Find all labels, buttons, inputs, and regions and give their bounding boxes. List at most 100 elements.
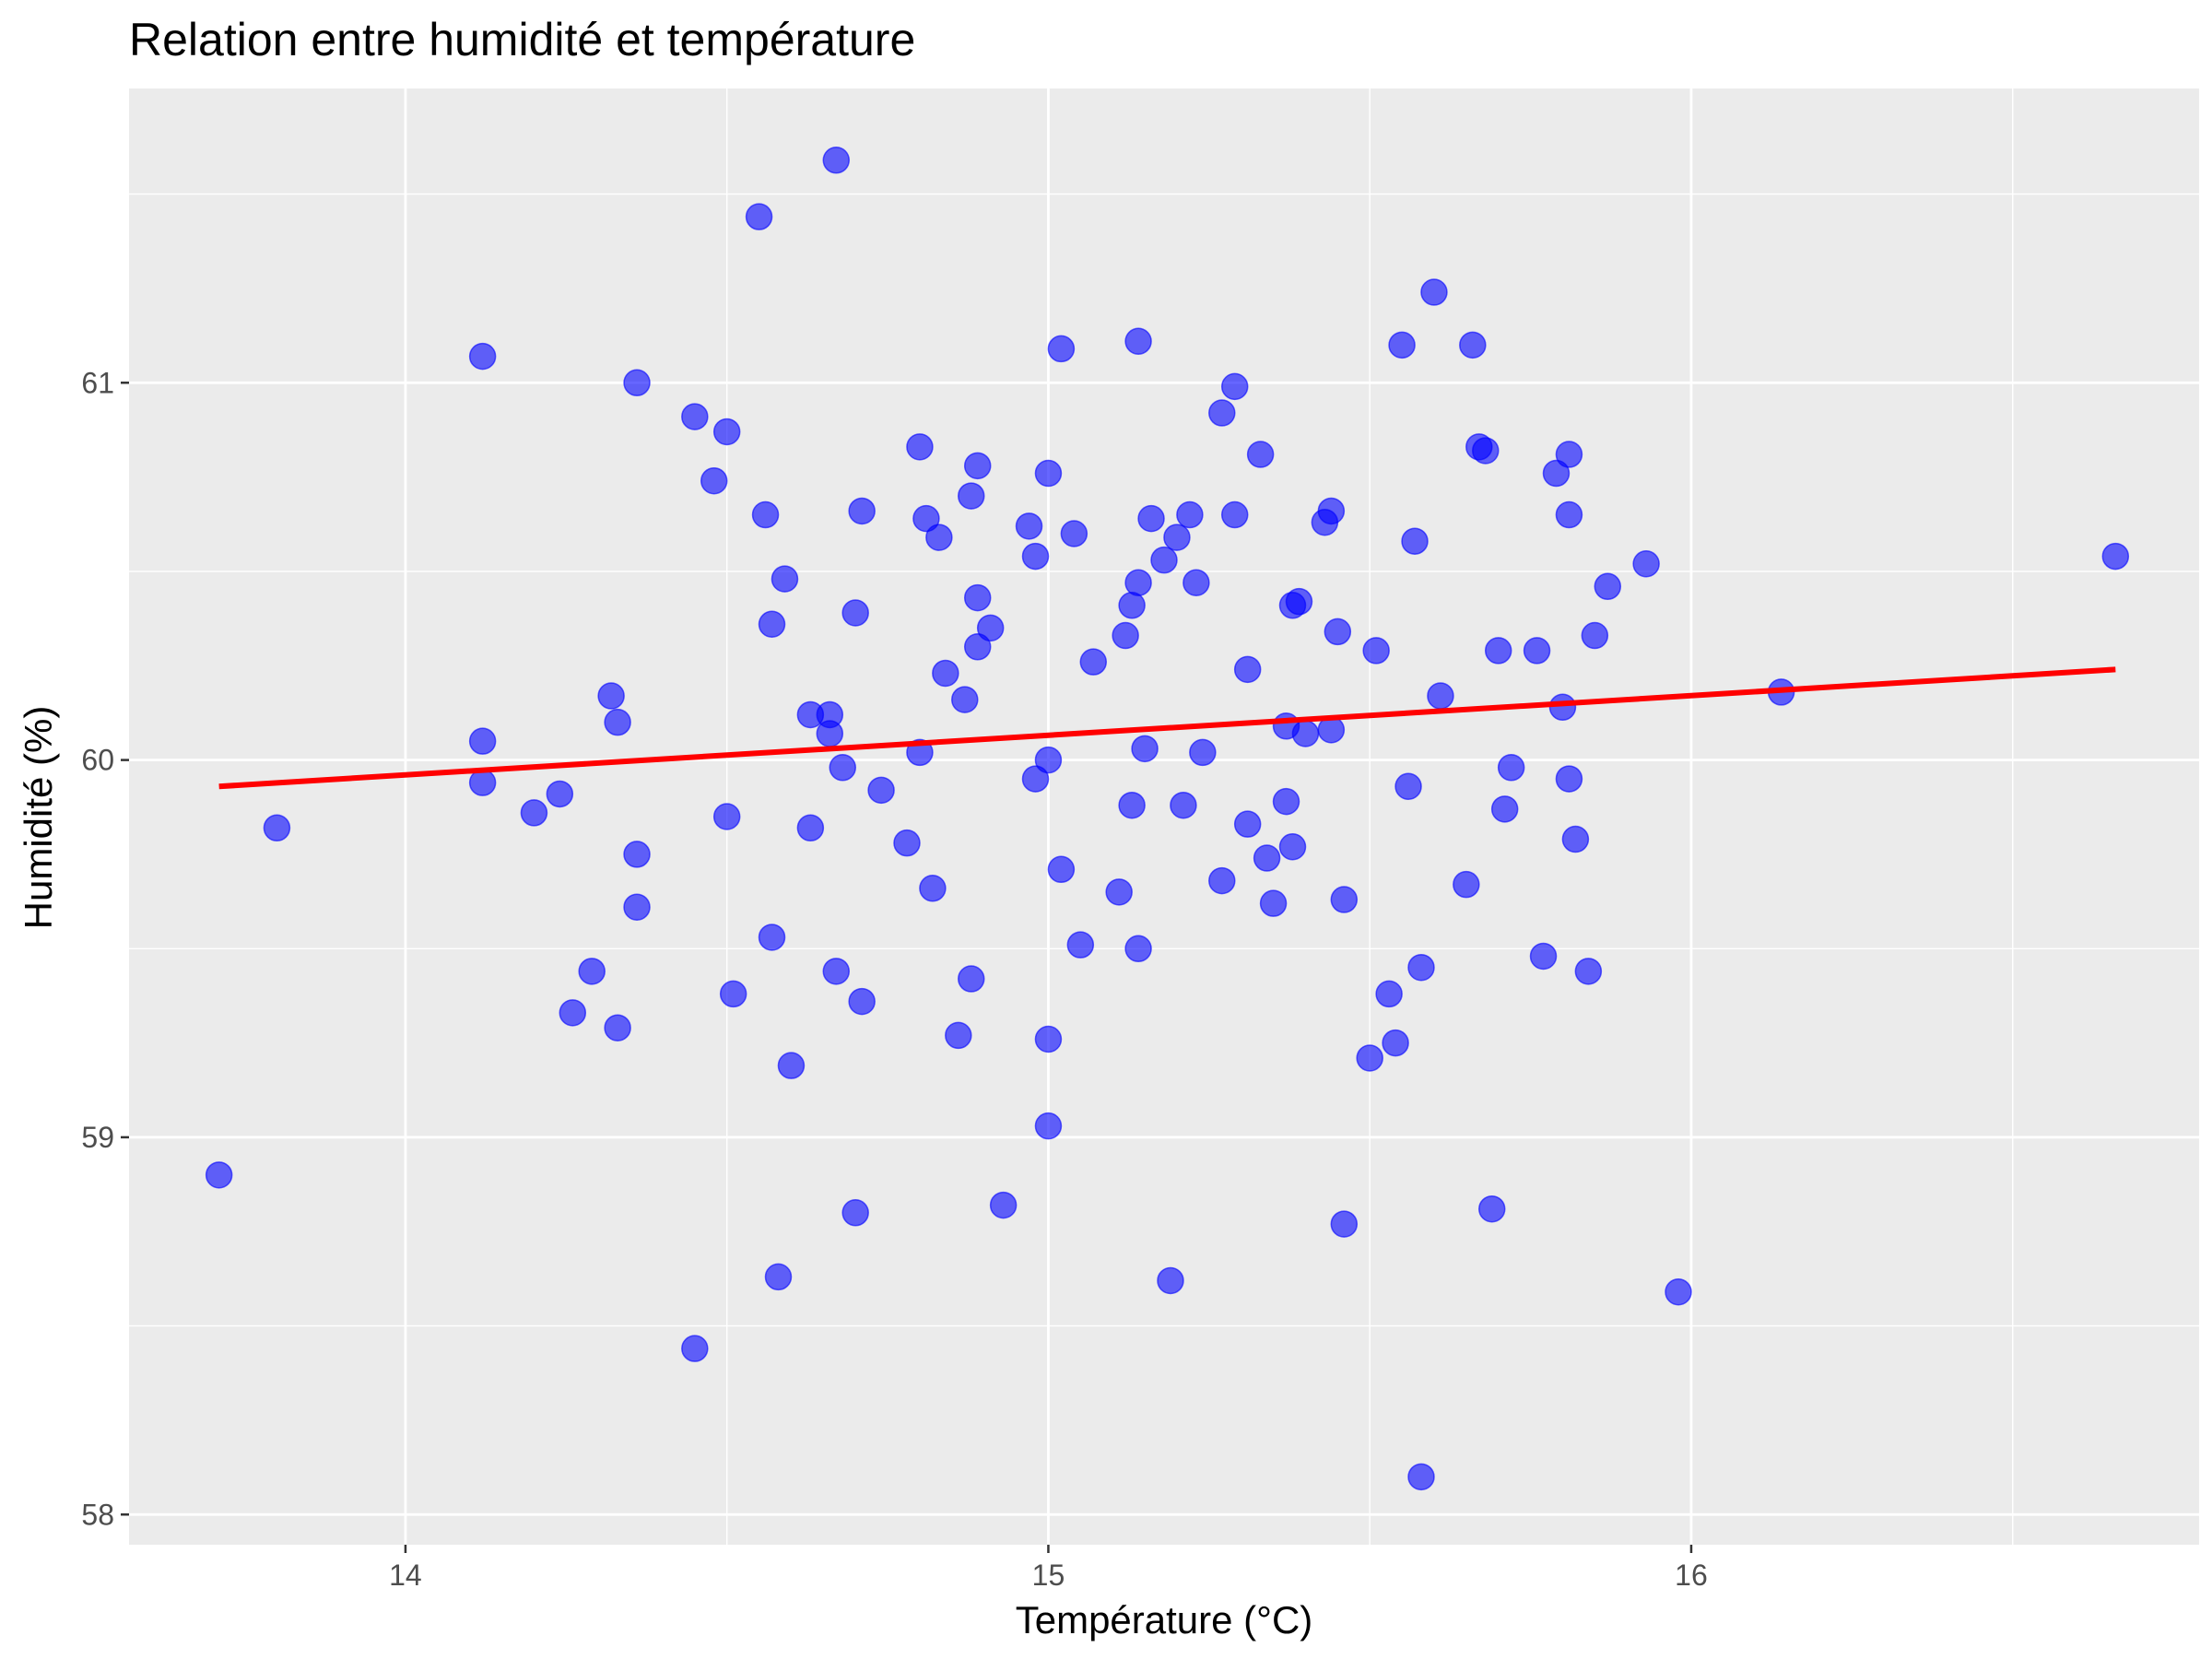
data-point bbox=[604, 708, 631, 736]
data-point bbox=[1278, 832, 1307, 861]
data-point bbox=[1112, 621, 1139, 650]
data-point bbox=[468, 769, 497, 796]
y-tick-label: 59 bbox=[81, 1121, 114, 1154]
data-point bbox=[957, 482, 985, 510]
data-point bbox=[1529, 942, 1558, 971]
data-point bbox=[976, 614, 1005, 642]
x-tick-label: 16 bbox=[1675, 1559, 1708, 1592]
x-tick-label: 15 bbox=[1032, 1559, 1065, 1592]
data-point bbox=[712, 418, 741, 446]
data-point bbox=[1137, 504, 1165, 533]
data-point bbox=[1490, 795, 1519, 823]
data-point bbox=[1131, 735, 1159, 763]
data-point bbox=[745, 203, 773, 230]
data-point bbox=[1581, 621, 1609, 650]
data-point bbox=[2101, 542, 2130, 571]
data-point bbox=[1157, 1266, 1184, 1295]
data-point bbox=[1150, 546, 1178, 574]
data-point bbox=[1118, 592, 1146, 619]
chart-title: Relation entre humidité et température bbox=[129, 14, 915, 65]
data-point bbox=[468, 727, 497, 755]
data-point bbox=[1233, 655, 1262, 684]
data-point bbox=[906, 433, 934, 461]
data-point bbox=[1420, 278, 1448, 306]
data-point bbox=[848, 987, 876, 1016]
data-point bbox=[1407, 1463, 1435, 1491]
data-point bbox=[1124, 327, 1152, 355]
data-point bbox=[1034, 746, 1063, 774]
y-tick-label: 61 bbox=[81, 366, 114, 399]
data-point bbox=[848, 497, 876, 525]
data-point bbox=[1317, 497, 1346, 525]
data-point bbox=[822, 958, 851, 985]
data-point bbox=[712, 803, 741, 830]
data-point bbox=[1382, 1029, 1409, 1057]
data-point bbox=[604, 1014, 631, 1041]
data-point bbox=[1388, 331, 1416, 359]
data-point bbox=[1047, 855, 1076, 884]
data-point bbox=[681, 403, 709, 430]
data-point bbox=[1594, 572, 1622, 601]
data-point bbox=[1034, 1025, 1063, 1053]
data-point bbox=[1477, 1194, 1506, 1223]
data-point bbox=[963, 452, 992, 480]
data-point bbox=[205, 1161, 233, 1189]
data-point bbox=[751, 500, 780, 529]
x-tick-label: 14 bbox=[389, 1559, 422, 1592]
trend-line-layer bbox=[218, 666, 2116, 790]
data-point bbox=[1015, 512, 1043, 540]
data-point bbox=[1124, 935, 1152, 963]
data-point bbox=[623, 841, 651, 868]
data-point bbox=[1330, 886, 1359, 913]
data-point bbox=[623, 893, 651, 921]
data-point bbox=[1163, 524, 1191, 551]
data-point bbox=[1291, 720, 1320, 747]
data-point bbox=[1665, 1278, 1692, 1306]
data-point bbox=[1259, 889, 1288, 917]
data-point bbox=[1233, 810, 1262, 838]
data-point bbox=[1189, 738, 1217, 767]
data-point bbox=[1021, 765, 1050, 793]
data-point bbox=[1484, 637, 1512, 665]
data-point bbox=[1079, 648, 1108, 676]
data-point bbox=[758, 610, 786, 638]
data-point bbox=[919, 875, 947, 902]
data-point bbox=[796, 814, 825, 842]
data-point bbox=[841, 1199, 869, 1227]
data-point bbox=[1170, 791, 1197, 819]
data-point bbox=[719, 980, 747, 1008]
data-point bbox=[597, 682, 625, 710]
data-point bbox=[1246, 441, 1275, 468]
data-point bbox=[867, 776, 895, 805]
data-point bbox=[1632, 550, 1660, 578]
data-point bbox=[764, 1263, 793, 1291]
y-tick-label: 58 bbox=[81, 1498, 114, 1531]
data-point bbox=[1472, 437, 1500, 465]
data-point bbox=[1034, 459, 1063, 488]
data-point bbox=[1324, 618, 1352, 646]
data-point bbox=[1555, 441, 1583, 468]
data-point bbox=[816, 720, 844, 747]
data-point bbox=[893, 829, 921, 857]
data-point bbox=[681, 1335, 709, 1362]
data-point bbox=[468, 342, 497, 371]
data-point bbox=[1220, 372, 1249, 401]
data-point bbox=[1427, 682, 1454, 710]
data-points bbox=[205, 147, 2130, 1491]
data-point bbox=[1105, 878, 1133, 906]
data-point bbox=[951, 686, 979, 713]
data-point bbox=[578, 958, 606, 985]
data-point bbox=[263, 814, 291, 842]
y-tick-label: 60 bbox=[81, 744, 114, 777]
data-point bbox=[1401, 527, 1429, 555]
data-point bbox=[623, 369, 651, 397]
data-point bbox=[1362, 637, 1390, 665]
data-point bbox=[771, 565, 799, 593]
data-point bbox=[1060, 520, 1088, 547]
data-point bbox=[925, 524, 953, 551]
data-point bbox=[1208, 866, 1236, 895]
data-point bbox=[963, 583, 992, 612]
data-point bbox=[1208, 399, 1236, 427]
